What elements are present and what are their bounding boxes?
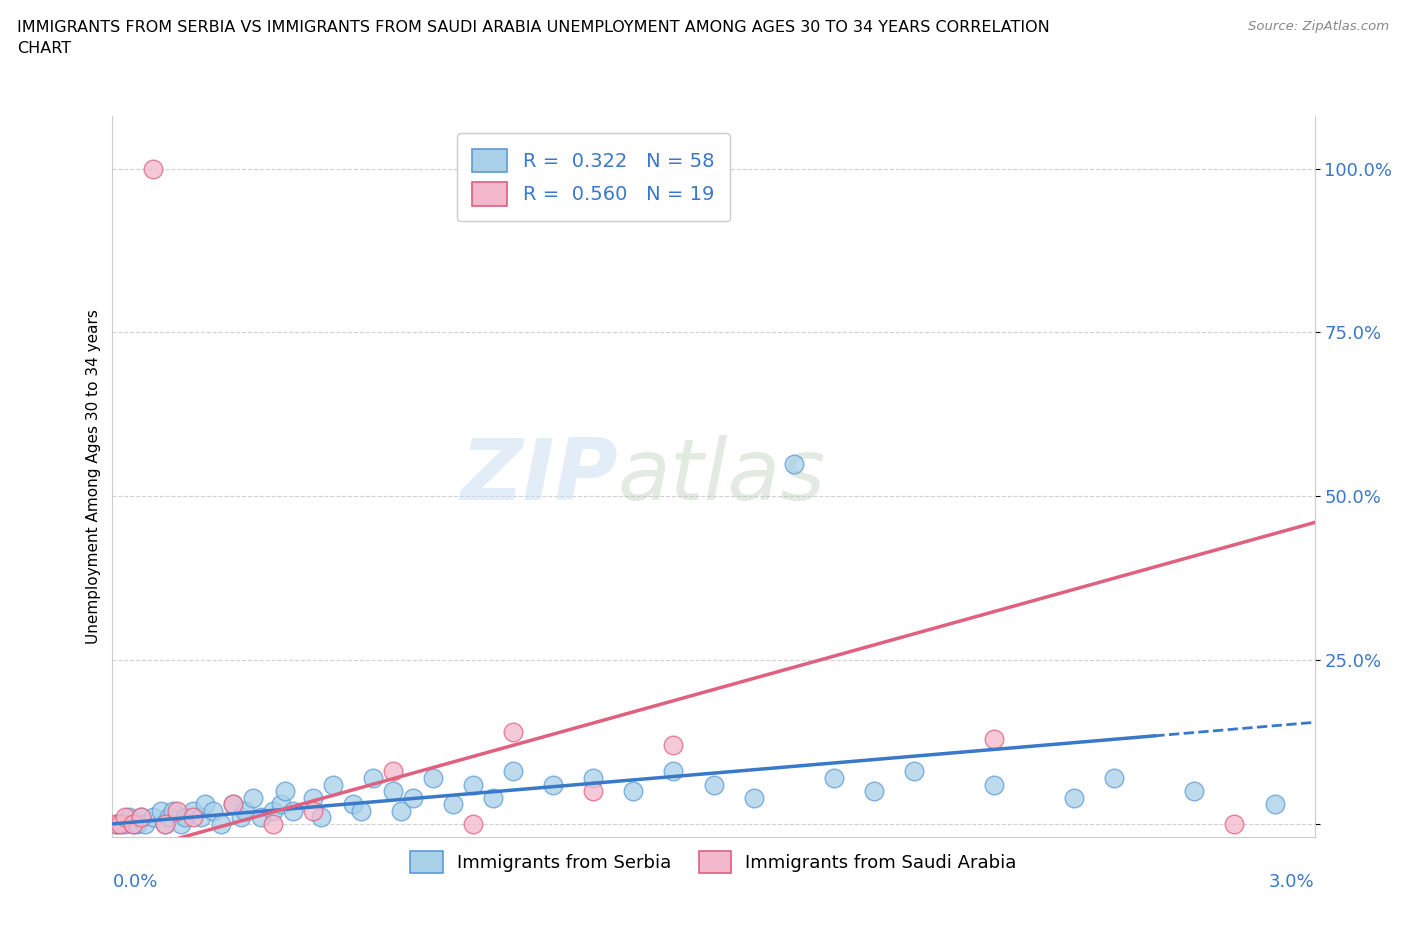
Point (823, 771, 845, 786)
Point (270, 797, 292, 812)
Point (242, 790, 264, 805)
Point (1184, 784, 1206, 799)
Point (201, 804, 224, 818)
Point (162, 804, 184, 818)
Point (402, 790, 425, 805)
Point (110, 817, 132, 831)
Point (342, 797, 364, 812)
Point (141, 161, 165, 176)
Point (114, 810, 136, 825)
Point (209, 817, 232, 831)
Point (153, 817, 176, 831)
Point (173, 810, 195, 825)
Text: 0.0%: 0.0% (112, 873, 157, 891)
Point (703, 777, 725, 792)
Point (441, 797, 464, 812)
Legend: Immigrants from Serbia, Immigrants from Saudi Arabia: Immigrants from Serbia, Immigrants from … (401, 842, 1026, 882)
Point (623, 784, 645, 799)
Point (262, 817, 284, 831)
Point (166, 804, 188, 818)
Text: ZIP: ZIP (460, 435, 617, 518)
Point (502, 724, 524, 739)
Point (863, 784, 886, 799)
Text: Source: ZipAtlas.com: Source: ZipAtlas.com (1249, 20, 1389, 33)
Point (382, 764, 405, 779)
Point (125, 817, 148, 831)
Point (1063, 790, 1085, 805)
Point (783, 456, 806, 471)
Point (274, 784, 297, 799)
Point (181, 810, 204, 825)
Point (350, 804, 373, 818)
Text: atlas: atlas (617, 435, 825, 518)
Point (361, 771, 384, 786)
Point (229, 810, 252, 825)
Point (983, 777, 1005, 792)
Point (482, 790, 505, 805)
Point (114, 817, 136, 831)
Point (169, 817, 191, 831)
Point (105, 817, 128, 831)
Point (190, 810, 212, 825)
Point (389, 804, 412, 818)
Point (121, 817, 143, 831)
Point (302, 790, 325, 805)
Point (983, 731, 1005, 746)
Point (121, 817, 143, 831)
Point (662, 737, 685, 752)
Point (461, 817, 484, 831)
Point (502, 764, 524, 779)
Point (149, 804, 172, 818)
Point (742, 790, 765, 805)
Point (302, 804, 325, 818)
Point (110, 817, 132, 831)
Point (222, 797, 245, 812)
Point (582, 784, 605, 799)
Point (322, 777, 344, 792)
Point (129, 810, 152, 825)
Point (461, 777, 484, 792)
Point (129, 810, 152, 825)
Point (153, 817, 176, 831)
Point (233, 804, 256, 818)
Point (141, 810, 165, 825)
Point (281, 804, 304, 818)
Point (903, 764, 925, 779)
Point (1264, 797, 1286, 812)
Point (662, 764, 685, 779)
Text: IMMIGRANTS FROM SERBIA VS IMMIGRANTS FROM SAUDI ARABIA UNEMPLOYMENT AMONG AGES 3: IMMIGRANTS FROM SERBIA VS IMMIGRANTS FRO… (17, 20, 1050, 57)
Point (181, 804, 204, 818)
Point (309, 810, 332, 825)
Point (134, 817, 156, 831)
Point (222, 797, 245, 812)
Point (157, 810, 180, 825)
Point (262, 804, 284, 818)
Point (422, 771, 444, 786)
Point (194, 797, 217, 812)
Point (249, 810, 271, 825)
Point (382, 784, 405, 799)
Point (582, 771, 605, 786)
Point (1104, 771, 1126, 786)
Y-axis label: Unemployment Among Ages 30 to 34 years: Unemployment Among Ages 30 to 34 years (86, 309, 101, 644)
Point (1223, 817, 1246, 831)
Text: 3.0%: 3.0% (1270, 873, 1315, 891)
Point (543, 777, 565, 792)
Point (105, 817, 128, 831)
Point (117, 810, 139, 825)
